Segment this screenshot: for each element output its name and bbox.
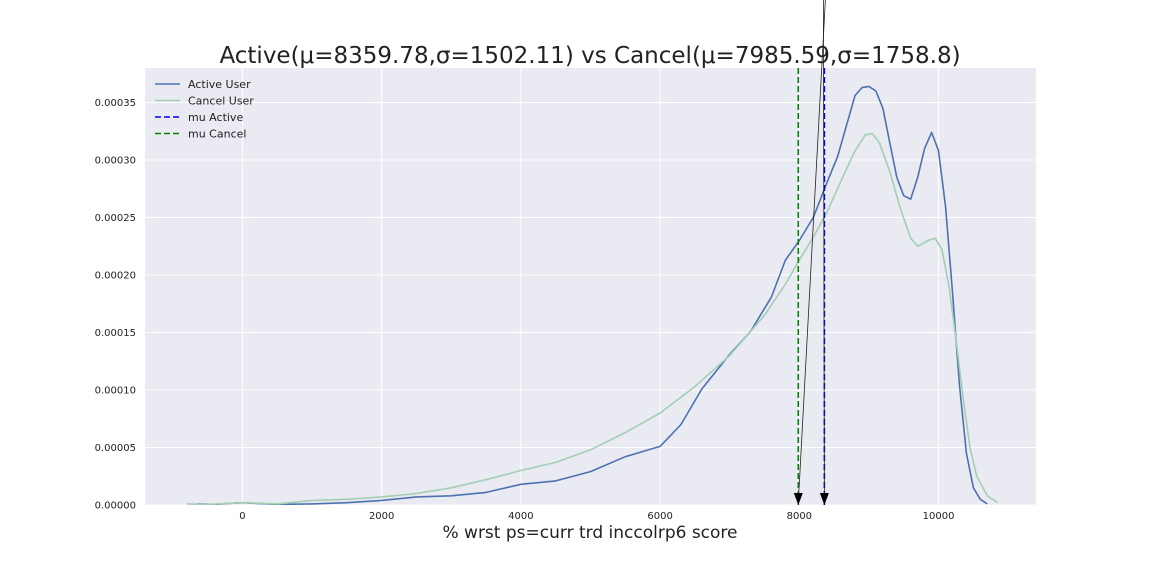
plot-background [145,68,1036,505]
annotation-arrow-line [822,0,825,494]
y-tick-label: 0.00015 [95,328,136,339]
x-tick-label: 8000 [787,511,812,522]
legend: Active User Cancel User mu Active mu Cancel [155,78,254,141]
x-tick-label: 0 [239,511,245,522]
y-tick-label: 0.00035 [95,98,136,109]
annotation-arrowhead [819,493,829,505]
active-user-legend-label: Active User [188,78,251,91]
cancel-user-line [186,132,999,505]
y-tick-label: 0.00030 [95,156,136,167]
chart-title: Active(μ=8359.78,σ=1502.11) vs Cancel(μ=… [219,43,960,69]
x-axis-label: % wrst ps=curr trd inccolrp6 score [442,523,737,543]
y-tick-label: 0.00025 [95,213,136,224]
mu-cancel-legend-label: mu Cancel [188,128,246,141]
annotation-arrow-line [798,0,826,494]
grid [145,68,1036,506]
x-tick-label: 6000 [647,511,672,522]
x-tick-label: 2000 [369,511,394,522]
x-tick-labels: 0 2000 4000 6000 8000 10000 [239,511,954,522]
annotation-arrowhead [793,493,803,505]
cancel-user-legend-label: Cancel User [188,95,254,108]
mu-active-legend-label: mu Active [188,111,243,124]
y-tick-label: 0.00005 [95,443,136,454]
x-tick-label: 10000 [923,511,955,522]
y-tick-label: 0.00010 [95,386,136,397]
series-lines [186,85,999,505]
annotations [793,0,829,505]
active-user-line [197,85,988,505]
y-tick-labels: 0.00000 0.00005 0.00010 0.00015 0.00020 0.000… [95,98,136,512]
y-tick-label: 0.00020 [95,271,136,282]
y-tick-label: 0.00000 [95,501,136,512]
x-tick-label: 4000 [508,511,533,522]
